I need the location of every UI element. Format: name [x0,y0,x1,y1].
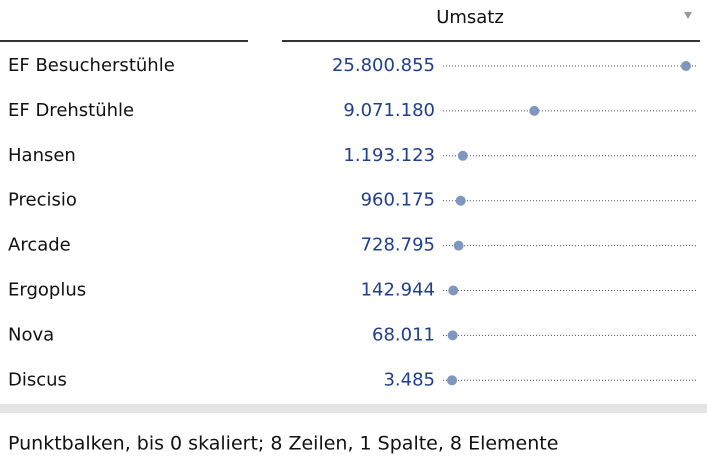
column-header: Umsatz [436,7,504,28]
row-label: Nova [8,324,54,345]
dot [457,150,468,161]
dot [447,330,458,341]
dot [448,285,459,296]
value-label: 1.193.123 [343,145,435,166]
dot [453,240,464,251]
value-label: 960.175 [361,190,435,211]
value-label: 728.795 [361,235,435,256]
row-label: Discus [8,369,67,390]
separator [0,404,707,413]
row-label: Precisio [8,190,77,211]
value-label: 68.011 [372,324,435,345]
dot [447,375,458,386]
value-label: 25.800.855 [332,55,435,76]
dot [529,105,540,116]
caption: Punktbalken, bis 0 skaliert; 8 Zeilen, 1… [8,433,558,455]
value-label: 9.071.180 [343,100,435,121]
row-label: EF Drehstühle [8,100,134,121]
row-label: Hansen [8,145,76,166]
row-label: EF Besucherstühle [8,55,175,76]
row-label: Ergoplus [8,280,86,301]
dot [681,61,691,71]
value-label: 142.944 [361,280,435,301]
filter-icon[interactable] [684,12,692,19]
row-label: Arcade [8,235,71,256]
value-label: 3.485 [383,369,435,390]
dot [455,195,466,206]
